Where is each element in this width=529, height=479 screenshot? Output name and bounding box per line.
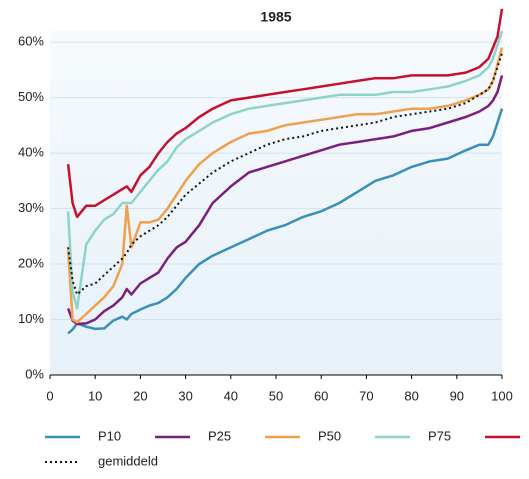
x-tick-label: 60 [314, 388, 328, 403]
x-tick-label: 70 [359, 388, 373, 403]
y-tick-label: 40% [18, 145, 44, 160]
x-tick-label: 80 [404, 388, 418, 403]
x-tick-label: 40 [224, 388, 238, 403]
legend-label: P75 [428, 428, 451, 443]
x-tick-label: 100 [491, 388, 513, 403]
x-tick-label: 30 [178, 388, 192, 403]
y-tick-label: 60% [18, 34, 44, 49]
legend-label: P10 [98, 428, 121, 443]
x-tick-label: 0 [46, 388, 53, 403]
series-line [66, 47, 504, 324]
y-tick-label: 30% [18, 200, 44, 215]
legend-label: P50 [318, 428, 341, 443]
legend-label: gemiddeld [98, 453, 158, 468]
x-tick-label: 10 [88, 388, 102, 403]
x-tick-label: 50 [269, 388, 283, 403]
series-line [66, 30, 504, 310]
x-tick-label: 20 [133, 388, 147, 403]
y-tick-label: 0% [25, 366, 44, 381]
series-line [66, 8, 504, 219]
y-tick-label: 20% [18, 255, 44, 270]
y-tick-label: 10% [18, 311, 44, 326]
y-tick-label: 50% [18, 89, 44, 104]
chart-title: 1985 [260, 9, 291, 25]
series-line [67, 108, 504, 335]
series-line [66, 75, 504, 326]
plot-area [50, 31, 502, 375]
x-tick-label: 90 [450, 388, 464, 403]
legend-label: P25 [208, 428, 231, 443]
